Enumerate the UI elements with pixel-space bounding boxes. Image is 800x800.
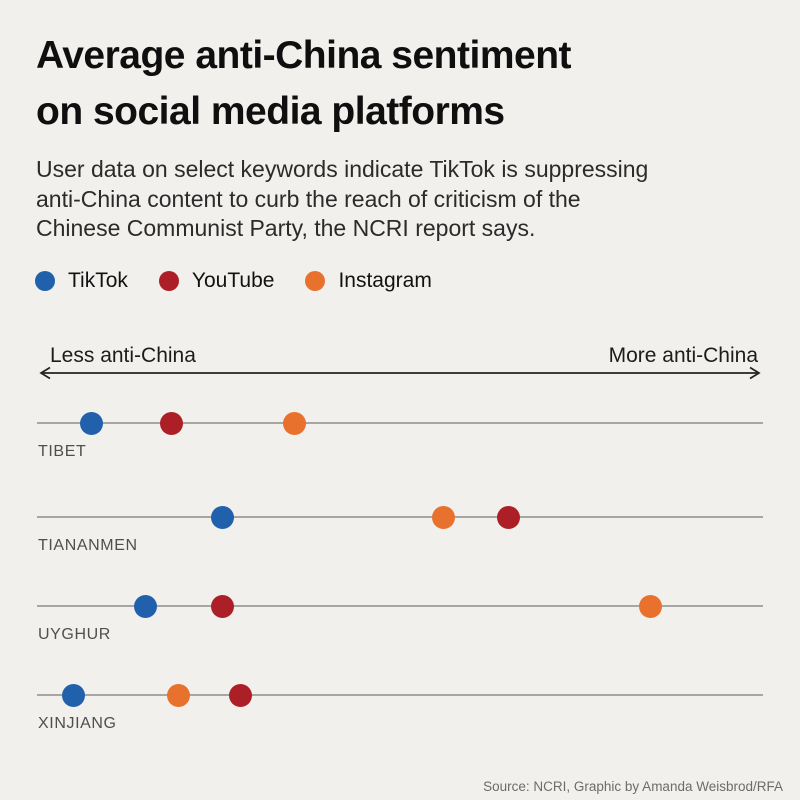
row-label: TIBET xyxy=(38,443,87,460)
tiktok-data-dot xyxy=(210,505,234,529)
tiktok-data-dot xyxy=(61,683,85,707)
chart-row-uyghur: UYGHUR xyxy=(37,594,763,643)
chart-row-tibet: TIBET xyxy=(37,411,763,460)
axis-labels: Less anti-China More anti-China xyxy=(37,344,763,368)
legend-item-youtube: YouTube xyxy=(158,269,275,293)
legend-item-tiktok: TikTok xyxy=(35,269,128,293)
youtube-data-dot xyxy=(228,683,252,707)
legend-label: YouTube xyxy=(191,269,275,292)
instagram-data-dot xyxy=(167,683,191,707)
row-label: TIANANMEN xyxy=(38,537,138,554)
axis-label-less: Less anti-China xyxy=(50,344,196,367)
legend-label: TikTok xyxy=(68,269,128,292)
row-label: UYGHUR xyxy=(38,626,111,643)
chart-rows: TIBET TIANANMEN UYGHUR XINJIANG xyxy=(37,0,763,800)
row-baseline xyxy=(37,605,763,607)
row-baseline xyxy=(37,516,763,518)
youtube-data-dot xyxy=(159,411,183,435)
legend-label: Instagram xyxy=(338,269,432,292)
youtube-data-dot xyxy=(497,505,521,529)
source-credit: Source: NCRI, Graphic by Amanda Weisbrod… xyxy=(483,779,783,794)
instagram-data-dot xyxy=(432,505,456,529)
chart-row-tiananmen: TIANANMEN xyxy=(37,505,763,554)
double-arrow-icon xyxy=(39,366,761,380)
youtube-data-dot xyxy=(210,594,234,618)
tiktok-data-dot xyxy=(134,594,158,618)
chart-title: Average anti-China sentiment on social m… xyxy=(36,34,572,133)
instagram-data-dot xyxy=(283,411,307,435)
tiktok-data-dot xyxy=(79,411,103,435)
row-baseline xyxy=(37,694,763,696)
axis-label-more: More anti-China xyxy=(608,344,758,367)
row-baseline xyxy=(37,422,763,424)
instagram-data-dot xyxy=(638,594,662,618)
legend: TikTok YouTube Instagram xyxy=(35,269,432,293)
instagram-legend-dot-icon xyxy=(305,271,326,291)
row-label: XINJIANG xyxy=(38,715,117,732)
chart-row-xinjiang: XINJIANG xyxy=(37,683,763,732)
youtube-legend-dot-icon xyxy=(158,271,179,291)
chart-subtitle: User data on select keywords indicate Ti… xyxy=(36,156,649,241)
tiktok-legend-dot-icon xyxy=(35,271,55,291)
legend-item-instagram: Instagram xyxy=(305,269,432,293)
